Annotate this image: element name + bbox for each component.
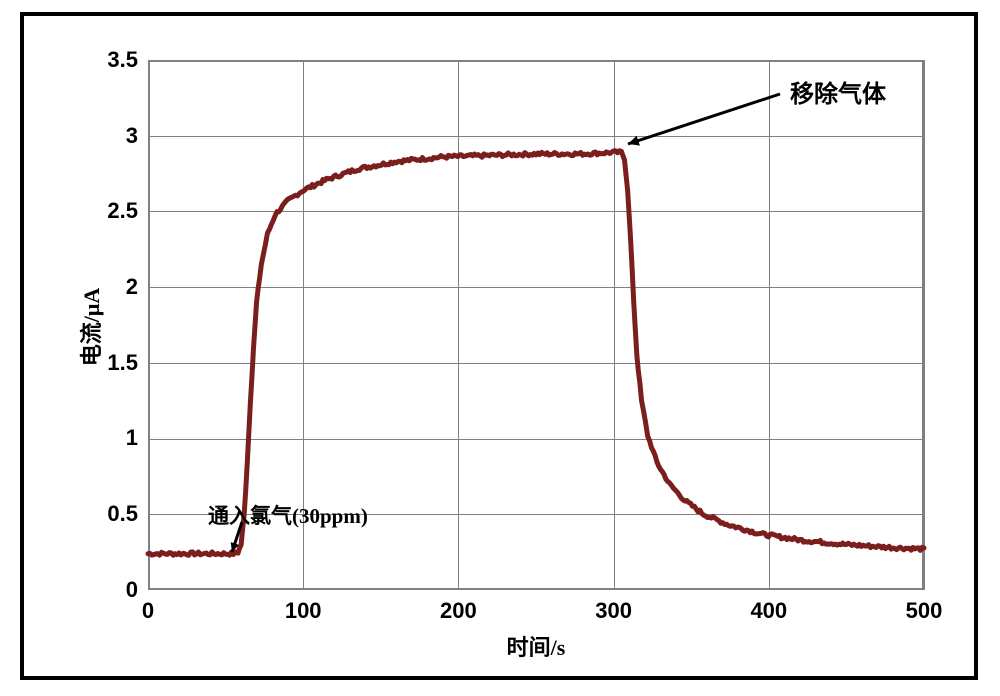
annotation-arrow-gas-out — [0, 0, 1000, 696]
